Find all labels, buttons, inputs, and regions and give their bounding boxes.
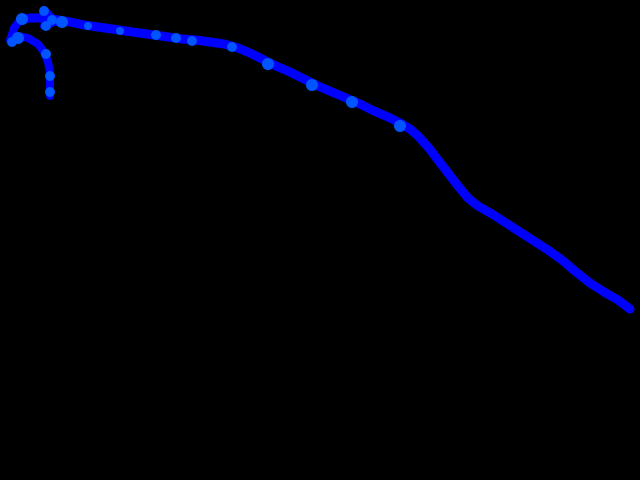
trail-dot xyxy=(262,58,274,70)
trail-dot xyxy=(7,37,17,47)
trail-dot xyxy=(41,21,51,31)
trail-dot xyxy=(151,30,161,40)
trail-dot xyxy=(187,36,197,46)
trail-dot xyxy=(84,22,92,30)
trail-dot xyxy=(41,49,51,59)
trail-dot xyxy=(306,79,318,91)
trail-dot xyxy=(16,13,28,25)
trail-dot xyxy=(116,27,124,35)
trail-dot xyxy=(394,120,406,132)
trail-dot xyxy=(346,96,358,108)
trail-line xyxy=(15,13,635,314)
trail-dot xyxy=(39,6,49,16)
trajectory-highlights xyxy=(7,6,406,132)
trail-dot xyxy=(45,71,55,81)
trail-dot xyxy=(171,33,181,43)
trail-dot xyxy=(56,16,68,28)
trail-dot xyxy=(45,87,55,97)
trail-dot xyxy=(227,42,237,52)
